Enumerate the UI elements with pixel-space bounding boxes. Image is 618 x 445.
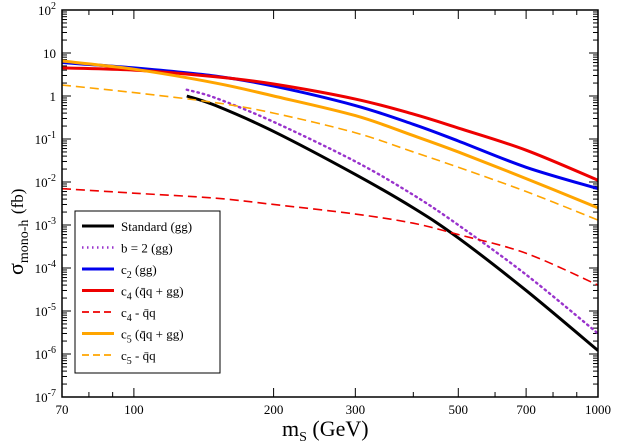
legend-label-c2: c2 (gg) xyxy=(121,262,157,281)
y-axis-title: σmono-h (fb) xyxy=(3,189,32,275)
y-tick-exponent: -3 xyxy=(48,216,56,227)
series-line-standard xyxy=(186,94,598,352)
legend-label-part: c xyxy=(121,262,127,277)
x-tick-label: 200 xyxy=(264,402,284,417)
x-tick-label: 700 xyxy=(516,402,536,417)
legend: Standard (gg)b = 2 (gg)c2 (gg)c4 (q̄q + … xyxy=(74,210,221,374)
y-tick-base: 10 xyxy=(38,3,51,18)
y-tick-base: 10 xyxy=(43,46,56,61)
y-tick-label: 10-6 xyxy=(35,345,56,362)
legend-label-part: 5 xyxy=(127,335,132,346)
y-tick-base: 10 xyxy=(35,175,48,190)
legend-label-part: (q̄q + gg) xyxy=(132,284,184,299)
legend-label-part: c xyxy=(121,284,127,299)
y-tick-label: 10-3 xyxy=(35,216,56,233)
series-layer xyxy=(62,59,598,352)
y-tick-exponent: -6 xyxy=(48,345,56,356)
y-tick-base: 10 xyxy=(35,304,48,319)
legend-label-part: c xyxy=(121,327,127,342)
x-tick-label: 300 xyxy=(346,402,366,417)
y-tick-base: 10 xyxy=(35,261,48,276)
y-tick-base: 10 xyxy=(35,347,48,362)
y-tick-label: 10-2 xyxy=(35,173,56,190)
y-tick-exponent: -5 xyxy=(48,302,56,313)
y-tick-label: 10-4 xyxy=(35,259,56,276)
x-tick-label: 1000 xyxy=(585,402,611,417)
x-tick-label: 70 xyxy=(56,402,69,417)
y-tick-label: 10-1 xyxy=(35,130,56,147)
legend-label-part: 4 xyxy=(127,292,132,303)
series-line-c5qq xyxy=(62,84,598,221)
legend-label-part: (gg) xyxy=(132,262,157,277)
legend-label-part: 4 xyxy=(127,313,132,324)
legend-label-part: (q̄q + gg) xyxy=(132,327,184,342)
y-tick-base: 10 xyxy=(35,218,48,233)
legend-label-part: Standard (gg) xyxy=(121,219,192,234)
x-tick-labels: 70 100 200 300 500 700 1000 xyxy=(56,402,612,417)
legend-label-standard: Standard (gg) xyxy=(121,219,192,234)
legend-label-part: b = 2 (gg) xyxy=(121,241,173,256)
y-tick-exponent: -7 xyxy=(48,388,56,399)
legend-label-part: 5 xyxy=(127,356,132,367)
y-tick-label: 1 xyxy=(50,89,57,104)
y-tick-exponent: -4 xyxy=(48,259,56,270)
x-tick-label: 100 xyxy=(124,402,144,417)
legend-label-part: - q̄q xyxy=(132,305,156,320)
legend-label-part: - q̄q xyxy=(132,348,156,363)
y-tick-label: 102 xyxy=(38,1,56,18)
legend-label-c5qq: c5 - q̄q xyxy=(121,348,156,367)
legend-label-c4qq: c4 - q̄q xyxy=(121,305,156,324)
series-line-c5 xyxy=(62,59,598,210)
series-line-c2 xyxy=(62,61,598,191)
x-tick-label: 500 xyxy=(449,402,469,417)
series-line-b2 xyxy=(185,88,598,335)
legend-label-b2: b = 2 (gg) xyxy=(121,241,173,256)
y-tick-label: 10-5 xyxy=(35,302,56,319)
legend-label-part: 2 xyxy=(127,270,132,281)
x-axis-title: mS (GeV) xyxy=(282,416,369,445)
legend-label-part: c xyxy=(121,305,127,320)
y-tick-base: 1 xyxy=(50,89,57,104)
legend-label-c4: c4 (q̄q + gg) xyxy=(121,284,184,303)
y-tick-exponent: -1 xyxy=(48,130,56,141)
series-line-c4qq xyxy=(62,187,598,286)
y-tick-exponent: -2 xyxy=(48,173,56,184)
y-tick-base: 10 xyxy=(35,390,48,405)
y-tick-label: 10-7 xyxy=(35,388,56,405)
legend-label-part: c xyxy=(121,348,127,363)
legend-label-c5: c5 (q̄q + gg) xyxy=(121,327,184,346)
y-tick-base: 10 xyxy=(35,132,48,147)
y-tick-label: 10 xyxy=(43,46,56,61)
y-tick-exponent: 2 xyxy=(51,1,56,12)
plot-frame xyxy=(61,9,599,398)
